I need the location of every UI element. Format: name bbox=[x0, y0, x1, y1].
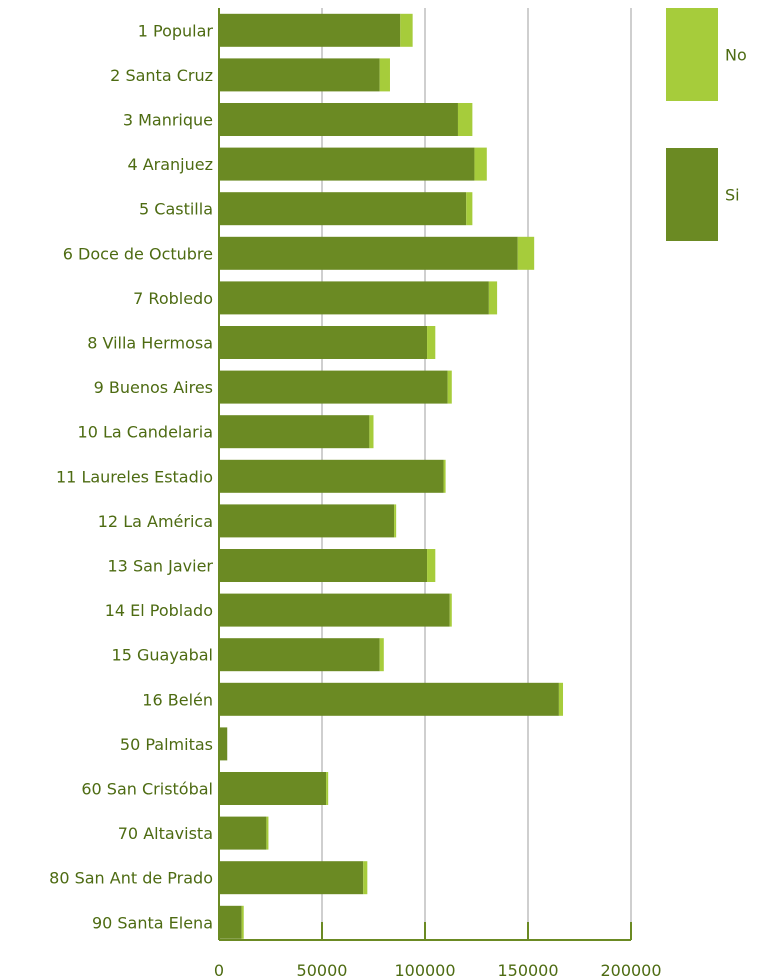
category-label: 8 Villa Hermosa bbox=[87, 334, 213, 353]
bar-si bbox=[219, 861, 364, 895]
bar-no bbox=[517, 236, 535, 270]
bar-no bbox=[400, 13, 413, 47]
bar-no bbox=[326, 772, 329, 805]
category-label: 11 Laureles Estadio bbox=[56, 467, 213, 486]
x-tick-label: 200000 bbox=[600, 961, 661, 980]
bar-no bbox=[558, 682, 564, 716]
bar-si bbox=[219, 682, 559, 716]
bar-no bbox=[266, 816, 269, 850]
legend: No Si bbox=[666, 8, 747, 241]
bar-no bbox=[379, 58, 390, 92]
category-label: 9 Buenos Aires bbox=[94, 378, 213, 397]
bar-si bbox=[219, 147, 475, 181]
x-tick-label: 100000 bbox=[394, 961, 455, 980]
category-label: 12 La América bbox=[98, 512, 213, 531]
category-label: 1 Popular bbox=[138, 21, 214, 40]
category-label: 4 Aranjuez bbox=[127, 155, 213, 174]
bar-series bbox=[219, 13, 564, 939]
bar-si bbox=[219, 103, 458, 136]
bar-si bbox=[219, 415, 370, 449]
bar-no bbox=[427, 326, 436, 359]
category-label: 50 Palmitas bbox=[120, 735, 213, 754]
bar-si bbox=[219, 593, 450, 627]
bar-no bbox=[394, 504, 397, 538]
bar-no bbox=[379, 638, 384, 672]
legend-swatch bbox=[666, 148, 718, 241]
category-label: 80 San Ant de Prado bbox=[49, 869, 213, 888]
legend-swatch bbox=[666, 8, 718, 101]
bar-si bbox=[219, 58, 380, 92]
category-labels: 1 Popular 2 Santa Cruz 3 Manrique 4 Aranjue… bbox=[49, 21, 213, 932]
category-label: 60 San Cristóbal bbox=[81, 780, 213, 799]
bar-no bbox=[474, 147, 487, 181]
category-label: 2 Santa Cruz bbox=[110, 66, 213, 85]
category-label: 15 Guayabal bbox=[112, 646, 213, 665]
bar-si bbox=[219, 236, 518, 270]
axes bbox=[218, 8, 632, 941]
bar-si bbox=[219, 459, 444, 493]
legend-label: No bbox=[725, 46, 747, 65]
bar-no bbox=[443, 459, 446, 493]
bar-si bbox=[219, 772, 327, 805]
bar-si bbox=[219, 504, 395, 538]
bar-si bbox=[219, 192, 467, 226]
bar-no bbox=[427, 549, 436, 582]
x-tick-label: 150000 bbox=[497, 961, 558, 980]
category-label: 5 Castilla bbox=[139, 200, 213, 219]
bar-no bbox=[447, 370, 452, 404]
category-label: 14 El Poblado bbox=[105, 601, 213, 620]
category-label: 13 San Javier bbox=[108, 557, 214, 576]
legend-label: Si bbox=[725, 186, 740, 205]
category-label: 6 Doce de Octubre bbox=[63, 244, 213, 263]
bar-no bbox=[363, 861, 368, 895]
bar-si bbox=[219, 13, 401, 47]
bar-si bbox=[219, 281, 489, 315]
bar-si bbox=[219, 326, 428, 359]
bar-si bbox=[219, 549, 428, 582]
bar-no bbox=[369, 415, 374, 449]
bar-si bbox=[219, 816, 267, 850]
bar-si bbox=[219, 905, 242, 939]
category-label: 16 Belén bbox=[142, 690, 213, 709]
category-label: 90 Santa Elena bbox=[92, 913, 213, 932]
x-tick-labels: 0 50000 100000 150000 200000 bbox=[214, 961, 662, 980]
category-label: 70 Altavista bbox=[118, 824, 213, 843]
category-label: 7 Robledo bbox=[133, 289, 213, 308]
bar-no bbox=[488, 281, 498, 315]
bar-no bbox=[449, 593, 452, 627]
x-tick-label: 50000 bbox=[297, 961, 348, 980]
bar-no bbox=[466, 192, 473, 226]
bar-si bbox=[219, 727, 228, 761]
category-label: 10 La Candelaria bbox=[78, 423, 213, 442]
category-label: 3 Manrique bbox=[123, 111, 213, 130]
bar-si bbox=[219, 638, 380, 672]
bar-si bbox=[219, 370, 448, 404]
bar-no bbox=[241, 905, 244, 939]
x-tick-label: 0 bbox=[214, 961, 224, 980]
bar-no bbox=[457, 103, 473, 136]
